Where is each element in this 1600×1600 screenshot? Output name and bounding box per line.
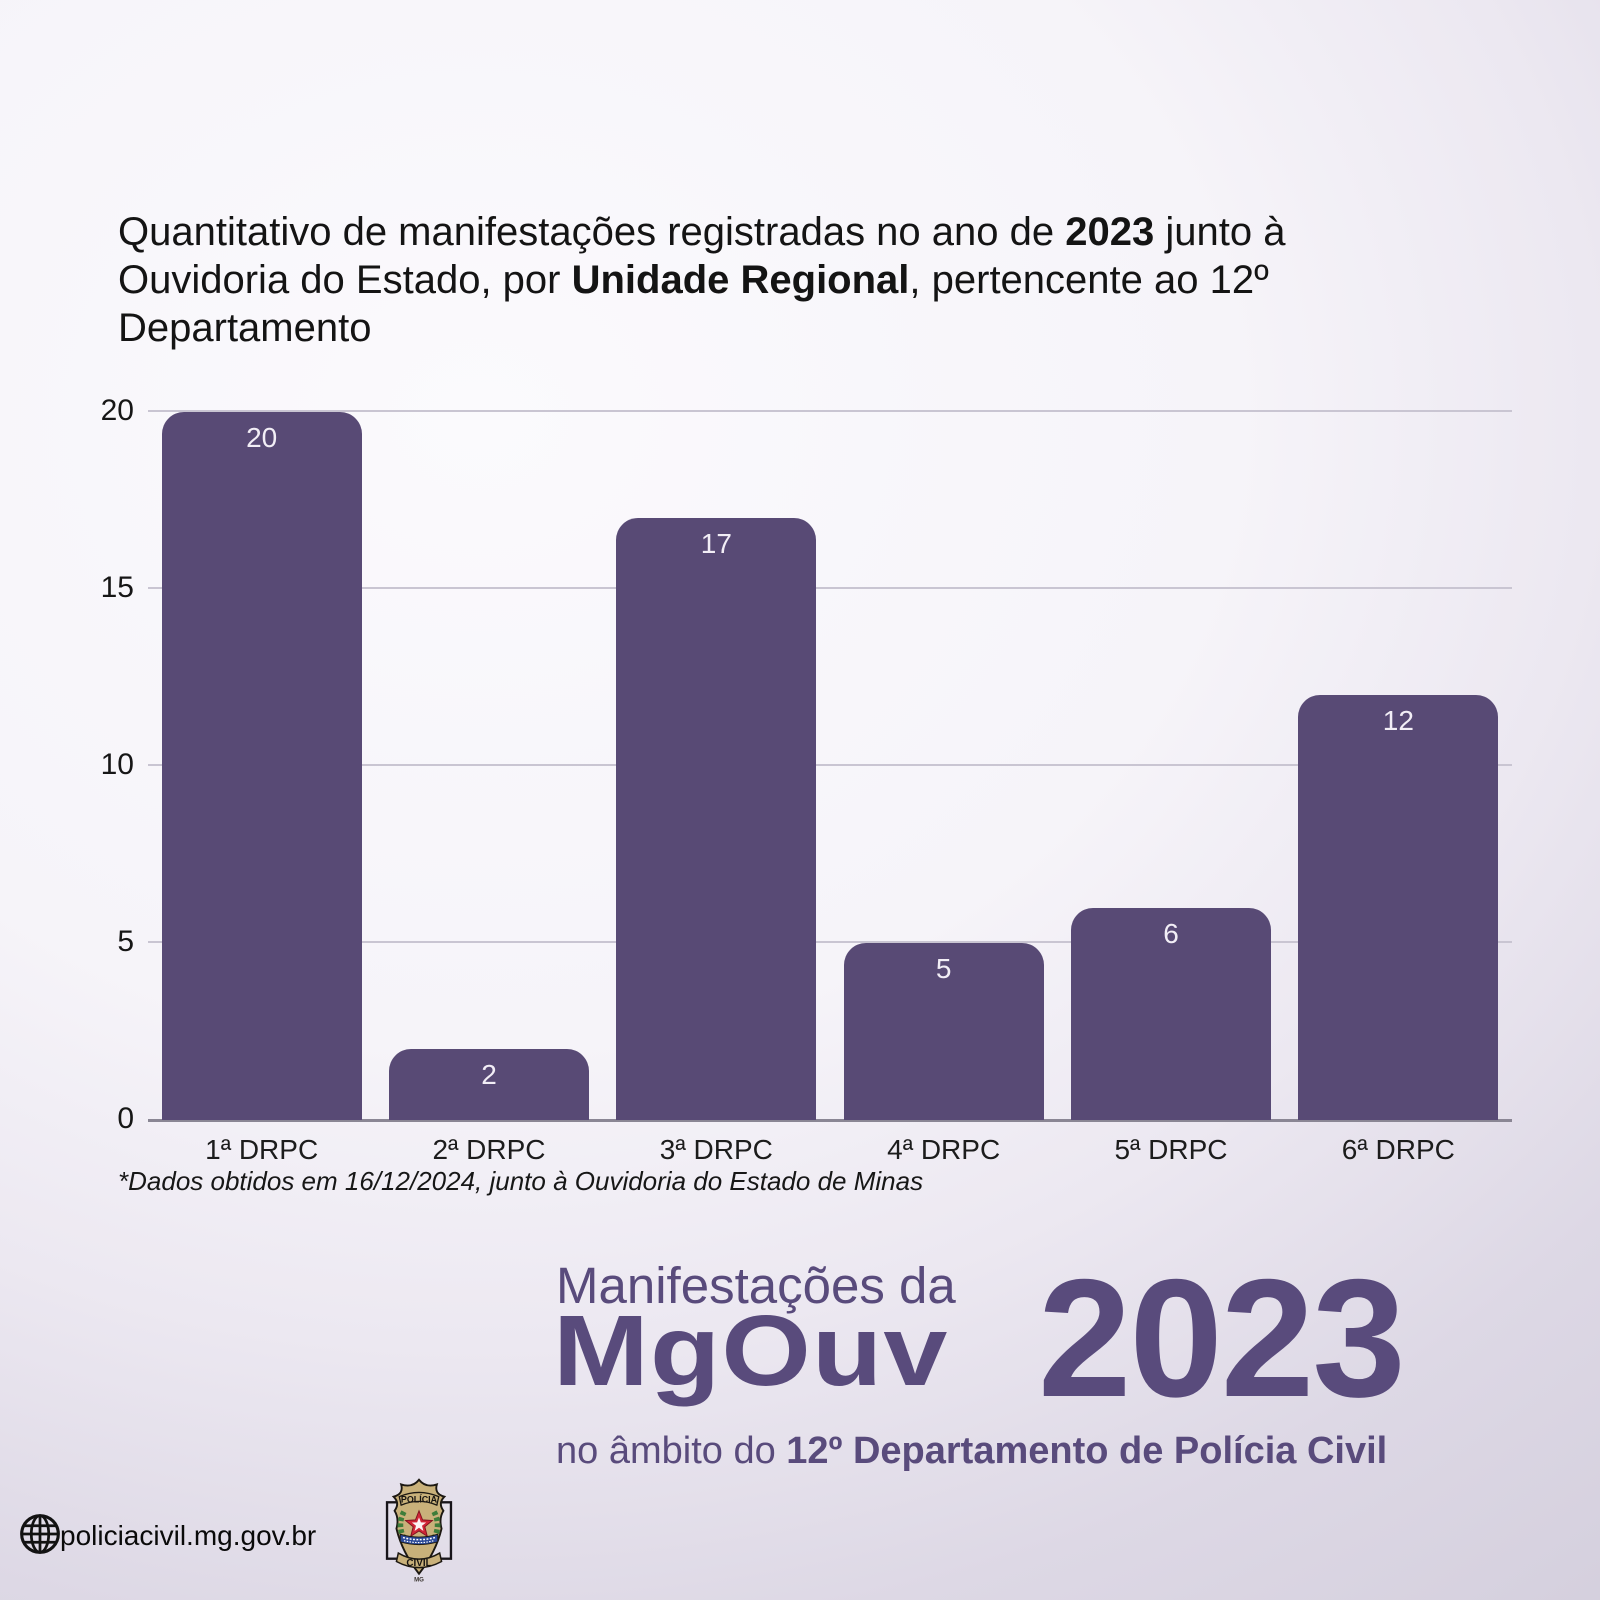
y-axis-tick-label: 5 bbox=[117, 925, 134, 958]
bar-value-label: 6 bbox=[1163, 917, 1179, 949]
y-axis-tick-label: 0 bbox=[117, 1102, 134, 1135]
footer-url: policiacivil.mg.gov.br bbox=[60, 1520, 317, 1551]
chart-title: Quantitativo de manifestações registrada… bbox=[118, 208, 1398, 352]
chart-title-text: Departamento bbox=[118, 306, 372, 350]
chart-title-bold: 2023 bbox=[1065, 210, 1155, 254]
x-axis-category-label: 4ª DRPC bbox=[887, 1134, 1001, 1165]
brand-subtitle-bold: 12º Departamento de Polícia Civil bbox=[786, 1430, 1388, 1472]
gridline-15 bbox=[148, 587, 1512, 589]
x-axis-line bbox=[148, 1119, 1512, 1122]
badge-text-civil: CIVIL bbox=[406, 1558, 431, 1569]
bar-1ª DRPC: 20 bbox=[161, 412, 362, 1120]
x-axis-category-label: 3ª DRPC bbox=[659, 1134, 773, 1165]
x-axis-category-label: 2ª DRPC bbox=[432, 1134, 546, 1165]
brand-subtitle: no âmbito do 12º Departamento de Polícia… bbox=[556, 1430, 1387, 1473]
bar-3ª DRPC: 17 bbox=[616, 518, 817, 1120]
brand-year: 2023 bbox=[1038, 1244, 1406, 1432]
bar-value-label: 17 bbox=[700, 528, 732, 560]
gridline-20 bbox=[148, 410, 1512, 412]
y-axis-tick-label: 10 bbox=[100, 748, 134, 781]
chart-title-text: , pertencente ao 12º bbox=[909, 258, 1269, 302]
chart-title-line: Ouvidoria do Estado, por Unidade Regiona… bbox=[118, 256, 1398, 304]
gridline-10 bbox=[148, 764, 1512, 766]
badge-text-mg: MG bbox=[414, 1576, 424, 1583]
x-axis-category-label: 6ª DRPC bbox=[1341, 1134, 1455, 1165]
bar-4ª DRPC: 5 bbox=[843, 943, 1044, 1120]
bar-5ª DRPC: 6 bbox=[1071, 907, 1271, 1120]
chart-title-bold: Unidade Regional bbox=[571, 258, 910, 302]
y-axis-tick-label: 20 bbox=[100, 394, 134, 427]
y-axis-tick-label: 15 bbox=[100, 571, 134, 604]
chart-title-text: junto à bbox=[1154, 210, 1286, 254]
bar-6ª DRPC: 12 bbox=[1298, 695, 1499, 1120]
badge-text-policia: POLÍCIA bbox=[401, 1494, 438, 1504]
brand-wordmark-mgouv: MgOuv bbox=[553, 1295, 949, 1407]
chart-title-text: Quantitativo de manifestações registrada… bbox=[118, 210, 1066, 254]
bar-value-label: 20 bbox=[246, 422, 278, 453]
x-axis-category-label: 5ª DRPC bbox=[1114, 1134, 1228, 1165]
bar-value-label: 5 bbox=[935, 953, 952, 984]
chart-title-line: Departamento bbox=[118, 304, 1398, 352]
data-source-footnote: *Dados obtidos em 16/12/2024, junto à Ou… bbox=[118, 1166, 924, 1196]
gridline-5 bbox=[148, 941, 1512, 943]
brand-line1: Manifestações da bbox=[556, 1257, 956, 1314]
bar-value-label: 2 bbox=[481, 1059, 497, 1091]
brand-subtitle-normal: no âmbito do bbox=[556, 1430, 787, 1472]
bar-chart-plot: 0 5 10 15 20 20 1ª DRPC 2 2ª DRPC 17 3ª DRPC 5 4ª DR… bbox=[101, 394, 1512, 1165]
chart-title-line: Quantitativo de manifestações registrada… bbox=[118, 208, 1398, 256]
x-axis-category-label: 1ª DRPC bbox=[205, 1134, 319, 1165]
policia-civil-badge-logo: POLÍCIA CIVIL MG bbox=[372, 1474, 466, 1592]
globe-icon bbox=[18, 1512, 62, 1561]
bar-value-label: 12 bbox=[1382, 705, 1414, 737]
bar-2ª DRPC: 2 bbox=[389, 1049, 589, 1120]
chart-title-text: Ouvidoria do Estado, por bbox=[118, 258, 572, 302]
